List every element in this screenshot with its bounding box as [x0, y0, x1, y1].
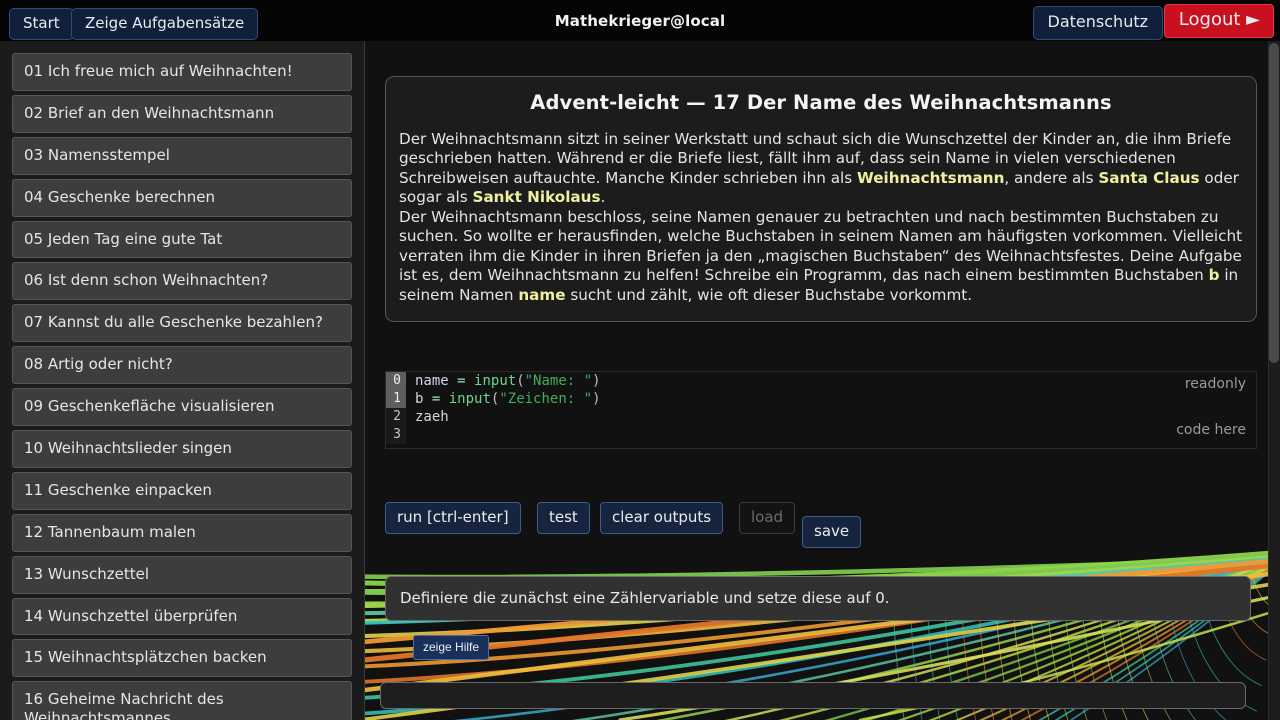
sidebar-item-task-10[interactable]: 10 Weihnachtslieder singen [12, 430, 352, 468]
code-line-2[interactable]: 2 zaeh [386, 408, 1256, 426]
code-line-content-2[interactable]: zaeh [415, 409, 449, 425]
code-line-1: 1 b = input("Zeichen: ") [386, 390, 1256, 408]
code-editor[interactable]: 0 name = input("Name: ") 1 b = input("Zeich… [385, 371, 1257, 449]
hint-text: Definiere die zunächst eine Zählervariab… [400, 589, 890, 607]
top-header-bar: Start Zeige Aufgabensätze Mathekrieger@l… [0, 0, 1280, 41]
sidebar-item-task-11[interactable]: 11 Geschenke einpacken [12, 471, 352, 510]
line-number-3: 3 [386, 426, 406, 444]
output-console[interactable] [380, 682, 1246, 709]
sidebar-item-task-2[interactable]: 02 Brief an den Weihnachtsmann [12, 94, 352, 133]
task-p1-part-b: , andere als [1004, 168, 1099, 187]
run-button[interactable]: run [ctrl-enter] [385, 502, 521, 534]
task-p2-part-a: Der Weihnachtsmann beschloss, seine Name… [399, 207, 1243, 285]
sidebar-item-task-6[interactable]: 06 Ist denn schon Weihnachten? [12, 262, 352, 301]
keyword-weihnachtsmann: Weihnachtsmann [857, 168, 1005, 187]
code-editor-wrapper: 0 name = input("Name: ") 1 b = input("Zeich… [385, 371, 1257, 449]
main-content-area: Advent-leicht — 17 Der Name des Weihnach… [366, 41, 1280, 720]
sidebar-item-task-9[interactable]: 09 Geschenkefläche visualisieren [12, 388, 352, 427]
sidebar-item-task-4[interactable]: 04 Geschenke berechnen [12, 178, 352, 217]
task-description-text: Der Weihnachtsmann sitzt in seiner Werks… [399, 130, 1243, 305]
code-line-content-3[interactable] [406, 426, 423, 444]
readonly-badge: readonly [1184, 376, 1246, 392]
code-here-badge: code here [1176, 422, 1246, 438]
code-line-3[interactable]: 3 [386, 426, 1256, 444]
sidebar-item-task-12[interactable]: 12 Tannenbaum malen [12, 513, 352, 552]
task-list-sidebar[interactable]: 01 Ich freue mich auf Weihnachten! 02 Bri… [0, 41, 365, 720]
sidebar-item-task-5[interactable]: 05 Jeden Tag eine gute Tat [12, 220, 352, 259]
test-button[interactable]: test [537, 502, 590, 534]
sidebar-item-task-8[interactable]: 08 Artig oder nicht? [12, 346, 352, 385]
code-line-content-0: name = input("Name: ") [415, 373, 601, 389]
main-scrollbar[interactable] [1268, 41, 1280, 720]
code-line-0: 0 name = input("Name: ") [386, 372, 1256, 390]
task-p2-part-c: sucht und zählt, wie oft dieser Buchstab… [565, 285, 973, 304]
privacy-button[interactable]: Datenschutz [1032, 6, 1163, 40]
task-description-card: Advent-leicht — 17 Der Name des Weihnach… [385, 76, 1257, 323]
clear-outputs-button[interactable]: clear outputs [600, 502, 724, 534]
sidebar-item-task-13[interactable]: 13 Wunschzettel [12, 555, 352, 594]
line-number-0: 0 [386, 372, 406, 390]
task-paragraph-2: Der Weihnachtsmann beschloss, seine Name… [399, 208, 1243, 305]
code-line-content-1: b = input("Zeichen: ") [415, 391, 601, 407]
sidebar-item-task-14[interactable]: 14 Wunschzettel überprüfen [12, 597, 352, 636]
main-scrollbar-thumb[interactable] [1269, 43, 1279, 363]
keyword-b: b [1208, 266, 1220, 285]
line-number-1: 1 [386, 390, 406, 408]
task-p1-part-d: . [600, 188, 606, 207]
save-button[interactable]: save [802, 516, 862, 548]
show-help-button[interactable]: zeige Hilfe [413, 635, 490, 660]
editor-toolbar: run [ctrl-enter] test clear outputs load… [385, 499, 1257, 549]
sidebar-item-task-3[interactable]: 03 Namensstempel [12, 136, 352, 175]
hint-box: Definiere die zunächst eine Zählervariab… [385, 576, 1251, 621]
sidebar-item-task-16[interactable]: 16 Geheime Nachricht des Weihnachtsmanne… [12, 681, 352, 720]
line-number-2: 2 [386, 408, 406, 426]
sidebar-item-task-15[interactable]: 15 Weihnachtsplätzchen backen [12, 639, 352, 678]
sidebar-item-task-1[interactable]: 01 Ich freue mich auf Weihnachten! [12, 53, 352, 91]
sidebar-item-task-7[interactable]: 07 Kannst du alle Geschenke bezahlen? [12, 304, 352, 343]
task-paragraph-1: Der Weihnachtsmann sitzt in seiner Werks… [399, 130, 1243, 208]
keyword-santa-claus: Santa Claus [1098, 168, 1200, 187]
keyword-name: name [518, 285, 566, 304]
page-title: Advent-leicht — 17 Der Name des Weihnach… [530, 91, 1112, 114]
keyword-sankt-nikolaus: Sankt Nikolaus [472, 188, 601, 207]
logout-button[interactable]: Logout ► [1163, 4, 1274, 38]
load-button: load [739, 502, 796, 534]
